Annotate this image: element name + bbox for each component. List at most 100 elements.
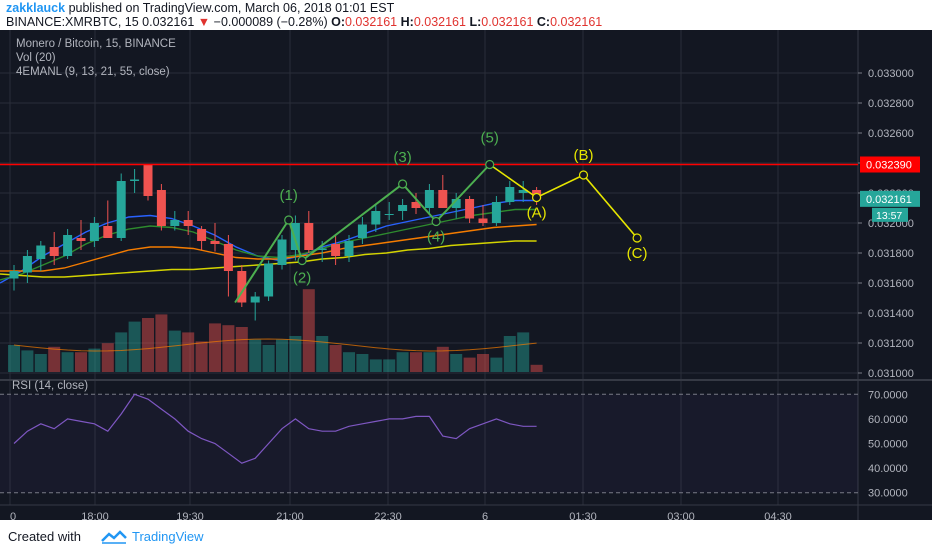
- volume-bar: [463, 357, 476, 372]
- impulse-wave-line: [234, 163, 491, 304]
- candle-body: [22, 256, 32, 273]
- wave-label-3: (3): [393, 149, 411, 166]
- resistance-price-label: 0.032390: [866, 160, 912, 172]
- wave-point: [578, 170, 589, 180]
- candle-body: [424, 190, 434, 208]
- volume-bar: [369, 359, 382, 372]
- volume-bar: [155, 314, 168, 372]
- volume-bar: [302, 289, 315, 372]
- volume-bar: [88, 348, 101, 372]
- created-with-text: Created with: [8, 529, 81, 544]
- volume-bar: [262, 345, 275, 372]
- ema-line-3: [0, 223, 537, 272]
- candle-body: [491, 202, 501, 223]
- volume-bar: [410, 352, 422, 372]
- chart-legend-title: Monero / Bitcoin, 15, BINANCE: [16, 38, 176, 50]
- volume-bar: [209, 323, 221, 372]
- volume-bar: [235, 327, 248, 372]
- volume-bar: [356, 354, 369, 372]
- candle-body: [197, 229, 207, 241]
- volume-bar: [61, 352, 74, 372]
- time-tick-label: 04:30: [764, 511, 792, 520]
- candle-body: [344, 241, 354, 256]
- price-tick-label: 0.031600: [868, 278, 914, 290]
- low-value: 0.032161: [481, 15, 534, 29]
- volume-bar: [423, 352, 436, 372]
- candle-body: [49, 247, 59, 256]
- wave-label-1: (1): [280, 187, 298, 204]
- volume-bar: [21, 350, 34, 372]
- chart-area[interactable]: (1) (2) (3) (4) (5) (A) (B) (C) 0.033000 0.032800…: [0, 30, 932, 520]
- volume-bar: [450, 354, 463, 372]
- time-tick-label: 19:30: [176, 511, 204, 520]
- countdown-label: 13:57: [876, 210, 902, 222]
- chart-canvas[interactable]: (1) (2) (3) (4) (5) (A) (B) (C) 0.033000 0.032800…: [0, 30, 932, 520]
- candle-body: [384, 214, 394, 215]
- candle-body: [237, 271, 247, 303]
- candle-body: [63, 235, 73, 256]
- open-label: O:: [331, 15, 345, 29]
- volume-ma-line: [13, 338, 537, 352]
- volume-bar: [182, 332, 195, 372]
- candle-body: [156, 190, 166, 226]
- candle-body: [183, 220, 193, 226]
- candle-body: [277, 239, 287, 265]
- volume-bar: [503, 336, 516, 372]
- candle-body: [331, 244, 341, 256]
- wave-point: [531, 192, 542, 203]
- candle-body: [116, 181, 126, 238]
- volume-bar: [436, 346, 449, 372]
- candle-body: [465, 199, 475, 219]
- candle-body: [76, 238, 86, 241]
- rsi-tick-label: 40.0000: [868, 463, 908, 475]
- footer-bar: Created with TradingView: [0, 520, 932, 550]
- wave-point: [398, 179, 408, 189]
- publish-text: published on TradingView.com, March 06, …: [68, 1, 395, 15]
- candle-body: [36, 245, 46, 259]
- price-change: −0.000089 (−0.28%): [213, 15, 328, 29]
- wave-label-7: (B): [574, 147, 594, 164]
- ema-legend: 4EMANL (9, 13, 21, 55, close): [16, 66, 170, 78]
- candle-body: [451, 199, 461, 208]
- candle-body: [304, 223, 314, 250]
- wave-label-5: (5): [481, 130, 499, 147]
- volume-bar: [383, 359, 396, 372]
- low-label: L:: [469, 15, 482, 29]
- volume-bar: [128, 321, 141, 372]
- price-tick-label: 0.032800: [868, 98, 914, 110]
- volume-bar: [75, 352, 87, 372]
- rsi-tick-label: 70.0000: [868, 389, 908, 401]
- volume-bar: [142, 318, 154, 372]
- last-price: 0.032161: [142, 15, 195, 29]
- wave-label-2: (2): [293, 270, 311, 287]
- candle-body: [317, 248, 327, 250]
- volume-bar: [329, 345, 342, 372]
- rsi-line: [13, 393, 537, 464]
- candle-body: [143, 164, 153, 196]
- wave-label-8: (C): [627, 245, 648, 262]
- volume-bar: [168, 330, 181, 372]
- wave-point: [632, 233, 642, 243]
- volume-bar: [276, 339, 288, 372]
- close-label: C:: [536, 15, 551, 29]
- current-price-badge: [860, 190, 920, 207]
- tradingview-brand-link[interactable]: TradingView: [132, 529, 204, 544]
- candle-body: [9, 271, 19, 279]
- countdown-badge: [872, 207, 908, 222]
- candle-body: [89, 223, 99, 241]
- resistance-price-badge: [860, 156, 920, 173]
- price-tick-label: 0.031000: [868, 368, 914, 380]
- volume-bar: [48, 346, 61, 372]
- candle-body: [290, 223, 300, 250]
- close-value: 0.032161: [550, 15, 603, 29]
- candle-body: [398, 205, 408, 211]
- candle-body: [357, 224, 367, 238]
- volume-legend: Vol (20): [16, 52, 56, 64]
- volume-bar: [396, 352, 409, 372]
- down-arrow-icon: ▼: [197, 15, 211, 29]
- time-tick-label: 22:30: [374, 511, 402, 520]
- time-tick-label: 03:00: [667, 511, 695, 520]
- price-tick-label: 0.031400: [868, 308, 914, 320]
- rsi-legend: RSI (14, close): [12, 380, 89, 392]
- username-link[interactable]: zakklauck: [6, 1, 66, 15]
